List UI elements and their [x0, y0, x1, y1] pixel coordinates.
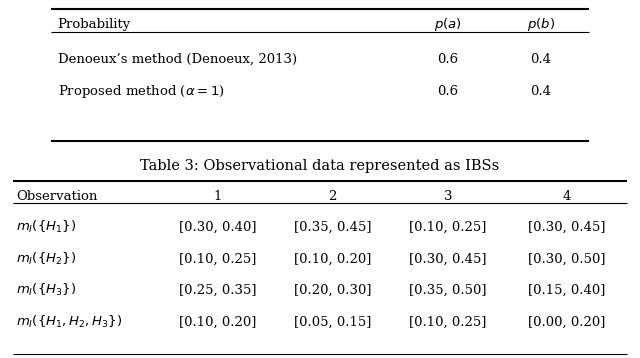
- Text: 2: 2: [328, 190, 337, 203]
- Text: 0.4: 0.4: [531, 53, 551, 66]
- Text: $p(a)$: $p(a)$: [434, 16, 462, 33]
- Text: [0.30, 0.40]: [0.30, 0.40]: [179, 221, 257, 234]
- Text: $m_I(\{H_1, H_2, H_3\})$: $m_I(\{H_1, H_2, H_3\})$: [16, 314, 122, 330]
- Text: [0.10, 0.25]: [0.10, 0.25]: [410, 221, 486, 234]
- Text: [0.10, 0.25]: [0.10, 0.25]: [410, 315, 486, 328]
- Text: [0.30, 0.45]: [0.30, 0.45]: [527, 221, 605, 234]
- Text: [0.10, 0.20]: [0.10, 0.20]: [179, 315, 256, 328]
- Text: [0.35, 0.45]: [0.35, 0.45]: [294, 221, 372, 234]
- Text: [0.30, 0.45]: [0.30, 0.45]: [409, 252, 487, 265]
- Text: [0.10, 0.20]: [0.10, 0.20]: [294, 252, 371, 265]
- Text: 0.6: 0.6: [437, 85, 459, 98]
- Text: Denoeux’s method (Denoeux, 2013): Denoeux’s method (Denoeux, 2013): [58, 53, 297, 66]
- Text: Proposed method ($\alpha = 1$): Proposed method ($\alpha = 1$): [58, 83, 224, 100]
- Text: 4: 4: [562, 190, 571, 203]
- Text: 0.4: 0.4: [531, 85, 551, 98]
- Text: [0.10, 0.25]: [0.10, 0.25]: [179, 252, 256, 265]
- Text: 3: 3: [444, 190, 452, 203]
- Text: [0.30, 0.50]: [0.30, 0.50]: [527, 252, 605, 265]
- Text: [0.00, 0.20]: [0.00, 0.20]: [528, 315, 605, 328]
- Text: [0.05, 0.15]: [0.05, 0.15]: [294, 315, 371, 328]
- Text: [0.35, 0.50]: [0.35, 0.50]: [409, 284, 487, 297]
- Text: 0.6: 0.6: [437, 53, 459, 66]
- Text: Observation: Observation: [16, 190, 97, 203]
- Text: $m_I(\{H_1\})$: $m_I(\{H_1\})$: [16, 219, 76, 235]
- Text: Table 3: Observational data represented as IBSs: Table 3: Observational data represented …: [140, 159, 500, 174]
- Text: 1: 1: [213, 190, 222, 203]
- Text: $p(b)$: $p(b)$: [527, 16, 555, 33]
- Text: [0.25, 0.35]: [0.25, 0.35]: [179, 284, 257, 297]
- Text: $m_I(\{H_3\})$: $m_I(\{H_3\})$: [16, 282, 76, 298]
- Text: [0.20, 0.30]: [0.20, 0.30]: [294, 284, 372, 297]
- Text: $m_I(\{H_2\})$: $m_I(\{H_2\})$: [16, 251, 76, 267]
- Text: [0.15, 0.40]: [0.15, 0.40]: [528, 284, 605, 297]
- Text: Probability: Probability: [58, 18, 131, 31]
